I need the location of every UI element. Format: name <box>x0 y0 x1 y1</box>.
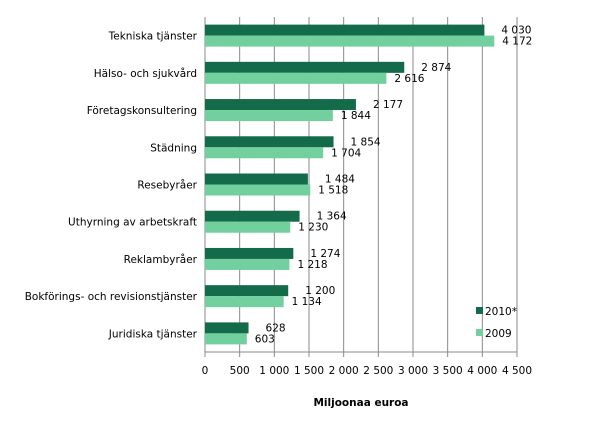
bar-2009-3 <box>205 147 324 159</box>
data-label: 1 274 <box>310 248 340 260</box>
bar-2010-4 <box>205 173 308 185</box>
data-label: 1 200 <box>305 285 335 297</box>
data-label: 1 518 <box>318 185 348 197</box>
legend-swatch <box>476 329 483 336</box>
data-label: 1 134 <box>292 296 322 308</box>
category-label: Städning <box>150 142 197 154</box>
category-label: Företagskonsultering <box>87 105 197 117</box>
category-label: Hälso- och sjukvård <box>94 67 197 80</box>
data-label: 4 172 <box>502 36 532 48</box>
category-label: Resebyråer <box>137 179 197 192</box>
data-label: 2 874 <box>421 62 451 74</box>
x-tick-label: 1 500 <box>294 365 324 377</box>
legend-label: 2010* <box>485 306 517 318</box>
bar-2009-8 <box>205 333 247 345</box>
x-tick-label: 500 <box>230 365 250 377</box>
data-label: 1 218 <box>297 259 327 271</box>
category-label: Tekniska tjänster <box>108 31 198 43</box>
data-label: 1 364 <box>317 211 347 223</box>
data-label: 603 <box>255 333 275 345</box>
bar-2009-1 <box>205 72 387 84</box>
data-label: 628 <box>266 322 286 334</box>
category-label: Bokförings- och revisionstjänster <box>25 291 198 303</box>
legend-swatch <box>476 307 483 314</box>
data-label: 4 030 <box>501 25 531 37</box>
bar-2009-6 <box>205 258 290 270</box>
data-label: 1 484 <box>325 174 355 186</box>
data-label: 1 230 <box>298 222 328 234</box>
x-tick-label: 3 000 <box>398 365 428 377</box>
x-tick-label: 2 000 <box>329 365 359 377</box>
bar-2010-7 <box>205 285 289 297</box>
data-label: 2 177 <box>373 99 403 111</box>
category-label: Uthyrning av arbetskraft <box>68 217 197 229</box>
x-tick-label: 4 000 <box>467 365 497 377</box>
bar-2010-5 <box>205 210 300 222</box>
bar-2010-2 <box>205 99 356 111</box>
category-label: Juridiska tjänster <box>108 328 198 340</box>
x-tick-label: 0 <box>202 365 209 377</box>
data-label: 1 704 <box>331 147 361 159</box>
bar-2009-4 <box>205 184 311 196</box>
data-label: 1 854 <box>351 136 381 148</box>
data-label: 1 844 <box>341 110 371 122</box>
bar-2010-6 <box>205 247 294 259</box>
bar-2009-7 <box>205 296 284 308</box>
x-tick-label: 2 500 <box>363 365 393 377</box>
x-axis-title: Miljoonaa euroa <box>313 397 408 409</box>
data-label: 2 616 <box>394 73 424 85</box>
category-label: Reklambyråer <box>124 253 198 266</box>
bar-2009-2 <box>205 110 333 122</box>
bar-2010-8 <box>205 322 249 334</box>
x-tick-label: 3 500 <box>433 365 463 377</box>
bar-2009-5 <box>205 221 291 233</box>
bar-2010-0 <box>205 24 485 36</box>
x-tick-label: 4 500 <box>502 365 532 377</box>
bar-2010-1 <box>205 61 405 73</box>
bar-2009-0 <box>205 35 495 47</box>
bar-2010-3 <box>205 136 334 148</box>
x-tick-label: 1 000 <box>259 365 289 377</box>
legend-label: 2009 <box>485 328 512 340</box>
